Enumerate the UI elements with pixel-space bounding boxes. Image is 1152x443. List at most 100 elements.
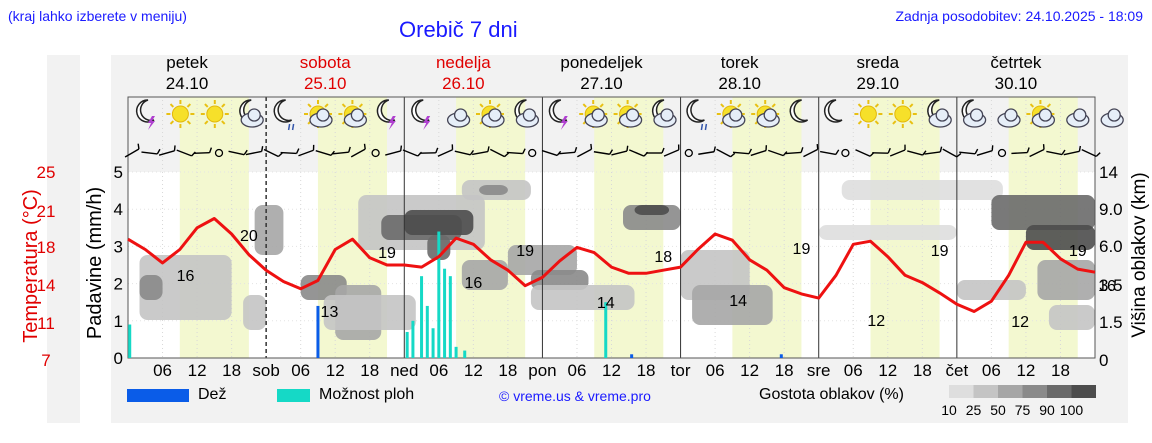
wind-barb [768, 149, 788, 157]
temperature-label: 19 [931, 243, 949, 260]
cloud-height-axis-title: Višina oblakov (km) [1129, 172, 1150, 337]
wind-barb [663, 144, 680, 157]
day-date: 25.10 [304, 74, 347, 93]
x-tick-label: 18 [1051, 361, 1070, 380]
sun-ray [204, 120, 209, 125]
x-tick-label: ned [390, 361, 418, 380]
day-name: torek [721, 53, 759, 72]
cloud-density-patch [1048, 305, 1095, 330]
rain-legend-label: Dež [198, 386, 227, 403]
cloud-puff [1073, 108, 1087, 122]
wind-barb-feather [363, 143, 366, 150]
x-tick-label: tor [671, 361, 691, 380]
shower-bar [411, 320, 415, 358]
sun-ray [358, 103, 364, 108]
x-tick-label: 12 [602, 361, 621, 380]
x-tick-label: 18 [637, 361, 656, 380]
sun-ray [616, 103, 622, 108]
sun-cloud-icon [338, 100, 368, 128]
sun-disc [206, 105, 224, 123]
cloud-puff [625, 108, 640, 122]
lightning-bolt [423, 116, 431, 130]
temperature-label: 20 [240, 228, 258, 245]
wind-barb-feather [277, 152, 283, 158]
wind-barb-feather [435, 147, 439, 154]
sun-ray [874, 120, 880, 125]
density-swatch [1071, 385, 1096, 398]
moon-shape [548, 99, 568, 123]
cloud-puff [660, 108, 674, 122]
rain-legend-swatch [127, 389, 189, 402]
wind-barb-shaft [506, 151, 523, 155]
sun-cloud-icon [716, 100, 746, 128]
precip-tick-label: 3 [114, 237, 123, 256]
sun-ray [169, 103, 175, 108]
rain-bar [630, 354, 634, 358]
x-tick-label: 12 [464, 361, 483, 380]
lightning-bolt [560, 116, 568, 130]
cloud-density-patch [300, 275, 347, 300]
wind-barb-feather [922, 150, 927, 156]
wind-barb-feather [765, 145, 768, 151]
x-tick-label: 18 [498, 361, 517, 380]
wind-barb-shaft [907, 150, 923, 156]
wind-barb-feather [260, 146, 264, 152]
cloud-puff [935, 108, 949, 122]
copyright-link[interactable]: © vreme.us & vreme.pro [499, 388, 651, 404]
sun-ray [892, 120, 897, 125]
cloud-puff [522, 108, 537, 122]
wind-barb-shaft [819, 150, 837, 156]
temperature-label: 16 [177, 268, 195, 285]
x-tick-label: čet [946, 361, 969, 380]
sun-ray [582, 103, 587, 108]
density-step-label: 25 [966, 402, 982, 418]
temperature-label: 19 [1069, 243, 1087, 260]
wind-barb [959, 148, 979, 155]
wind-barb [593, 149, 614, 155]
temperature-tick-label: 11 [37, 314, 55, 333]
moon-shape [411, 99, 430, 123]
density-swatch [1047, 385, 1072, 398]
drizzle-drop [291, 123, 295, 131]
day-name: ponedeljek [560, 53, 643, 72]
wind-barb-shaft [558, 151, 576, 155]
sun-ray [771, 103, 776, 108]
x-tick-label: 06 [568, 361, 587, 380]
shower-bar [128, 324, 132, 358]
wind-barb-feather [626, 145, 629, 152]
sun-ray [857, 120, 863, 125]
wind-barb-feather [348, 146, 351, 153]
wind-barb-shaft [280, 151, 297, 155]
wind-barb-feather [330, 150, 335, 156]
wind-barb-shaft [889, 149, 906, 157]
cloud-puff [488, 108, 502, 122]
sun-ray [754, 103, 759, 108]
cloud-density-patch [841, 180, 1003, 200]
wind-barb [141, 148, 161, 155]
day-name: četrtek [990, 53, 1042, 72]
day-name: nedelja [436, 53, 491, 72]
wind-barb-shaft [611, 150, 628, 156]
wind-barb-feather [504, 152, 510, 158]
sun-cloud-icon [613, 100, 643, 128]
moon-shape [686, 99, 705, 123]
x-tick-label: 06 [706, 361, 725, 380]
sun-ray [857, 103, 863, 108]
wind-barb-shaft [716, 148, 731, 158]
temperature-tick-label: 7 [41, 351, 50, 370]
wind-barb-shaft [785, 151, 802, 155]
wind-barb [803, 143, 819, 158]
cloud-icon [1100, 108, 1124, 128]
cloud-density-title: Gostota oblakov (%) [759, 386, 904, 403]
wind-barb [1063, 145, 1082, 156]
temperature-axis-title: Temperatura (°C) [20, 189, 42, 343]
calm-wind-marker [841, 148, 850, 158]
wind-barb-shaft [471, 150, 489, 156]
wind-barb [402, 149, 423, 157]
shower-bar [448, 276, 452, 358]
wind-barb [454, 149, 475, 156]
wind-barb [419, 147, 439, 154]
wind-barb-feather [730, 152, 736, 158]
wind-barb-shaft [855, 149, 871, 157]
wind-barb-shaft [698, 151, 715, 155]
